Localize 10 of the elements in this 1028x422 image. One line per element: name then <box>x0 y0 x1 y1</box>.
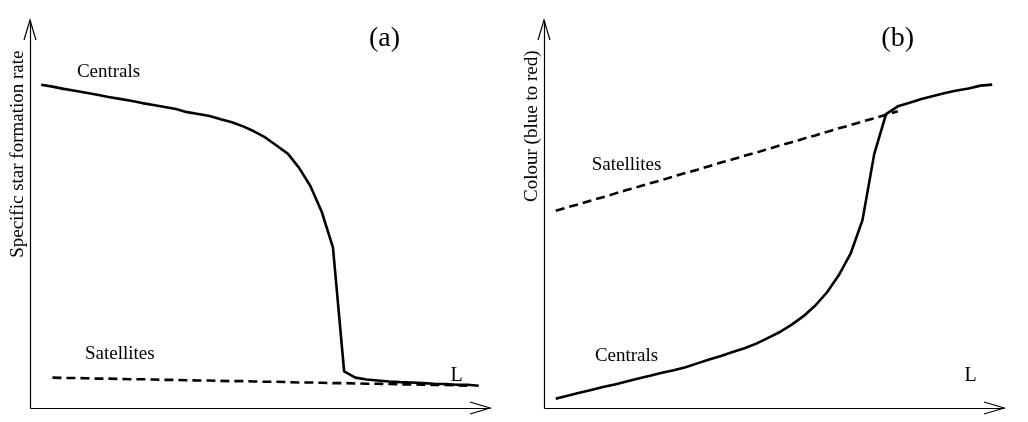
x-axis-title: L <box>964 362 977 385</box>
x-axis-title: L <box>450 362 463 385</box>
series-label: Satellites <box>591 153 662 175</box>
chart-title: (a) <box>368 21 400 52</box>
y-axis-title: Specific star formation rate <box>5 50 27 258</box>
series-label: Centrals <box>594 344 659 366</box>
series-label: Centrals <box>76 59 141 81</box>
series-label: Satellites <box>84 341 155 363</box>
y-axis-title: Colour (blue to red) <box>519 50 542 202</box>
chart-title: (b) <box>881 21 914 52</box>
